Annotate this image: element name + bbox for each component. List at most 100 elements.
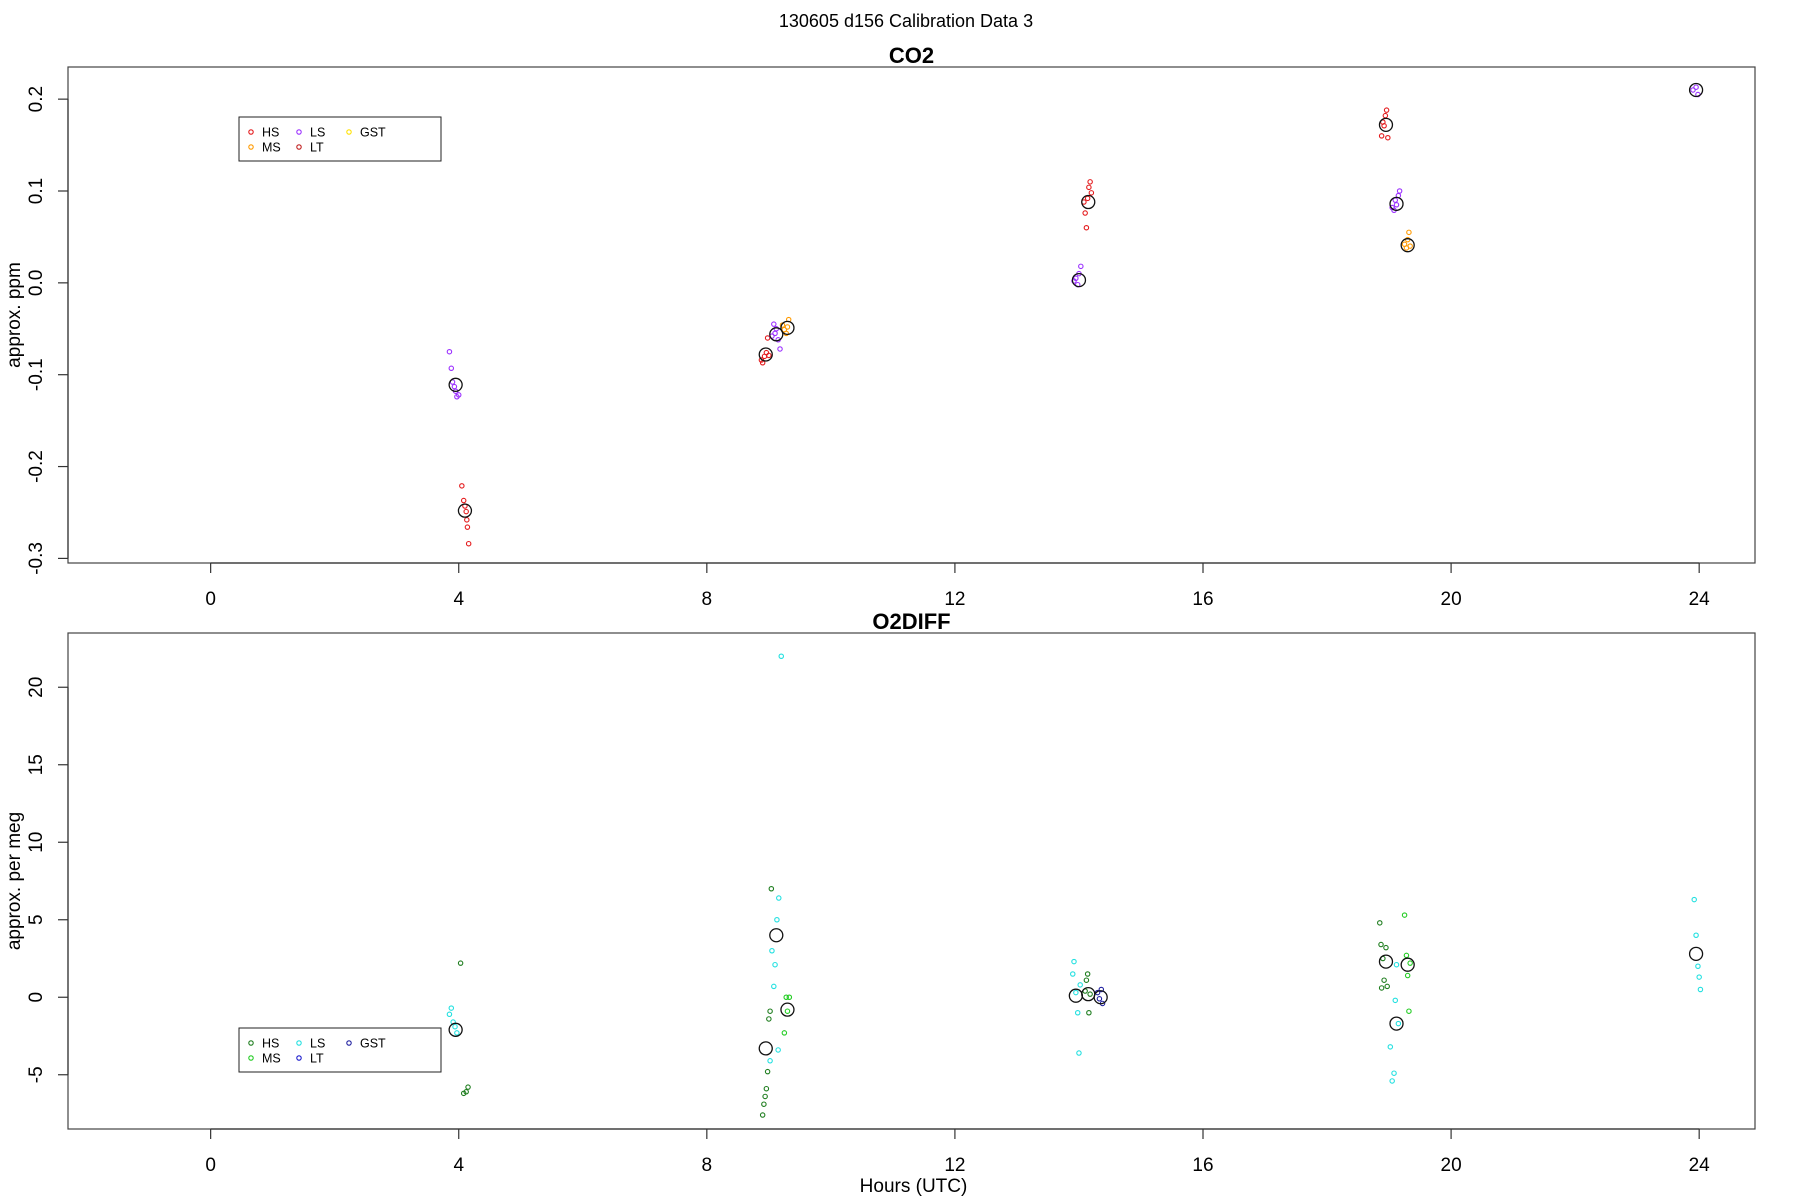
co2-x-tick-label: 16 <box>1192 589 1213 610</box>
co2-ms-point <box>1407 243 1413 249</box>
co2-y-tick-label: 0.2 <box>26 86 47 112</box>
o2diff-mean-marker <box>1093 990 1108 1005</box>
o2diff-legend-marker-gst <box>346 1040 352 1046</box>
co2-y-tick-label: -0.1 <box>26 358 47 391</box>
co2-ls-point <box>1393 202 1400 208</box>
co2-ls-point <box>1396 188 1403 194</box>
o2diff-legend-label-gst: GST <box>360 1037 386 1051</box>
co2-mean-marker <box>1081 194 1096 210</box>
o2diff-ls-point <box>774 916 780 923</box>
o2diff-hs-point <box>1384 983 1390 990</box>
o2diff-legend-label-hs: HS <box>262 1037 279 1051</box>
co2-panel: CO2 0 4 8 12 16 20 24 -0.3 -0.2 -0.1 0.0 0.1 0.2 appro… <box>4 43 1756 610</box>
o2diff-y-tick-label: 5 <box>26 914 47 925</box>
o2diff-legend-label-ms: MS <box>262 1052 281 1066</box>
o2diff-ls-point <box>1695 963 1701 969</box>
o2diff-gst-point <box>1098 986 1105 993</box>
co2-x-tick-label: 4 <box>453 589 464 610</box>
o2diff-ms-point <box>1401 912 1408 918</box>
o2diff-ls-point <box>1077 982 1083 988</box>
o2diff-y-axis-title: approx. per meg <box>4 812 25 950</box>
co2-ls-point <box>446 348 453 355</box>
co2-hs-point <box>459 483 465 489</box>
o2diff-mean-marker <box>1378 954 1394 969</box>
figure-title: 130605 d156 Calibration Data 3 <box>779 11 1033 31</box>
o2diff-ls-point <box>1395 1020 1402 1027</box>
o2diff-hs-point <box>761 1101 767 1107</box>
o2diff-hs-point <box>768 885 775 892</box>
co2-legend-marker-ms <box>248 144 254 150</box>
o2diff-ls-point <box>775 1047 781 1053</box>
o2diff-hs-point <box>766 1016 772 1022</box>
o2diff-x-tick-label: 12 <box>944 1155 965 1176</box>
co2-legend-box <box>238 116 442 162</box>
co2-x-tick-label: 12 <box>944 589 965 610</box>
co2-y-tick-label: 0.1 <box>26 178 47 204</box>
co2-mean-marker <box>1688 82 1704 98</box>
o2diff-ls-point <box>771 983 777 990</box>
co2-ls-point <box>448 365 455 372</box>
co2-legend-label-ms: MS <box>262 141 281 155</box>
o2diff-y-tick-label: 10 <box>26 832 47 853</box>
o2diff-x-tick-label: 24 <box>1689 1155 1711 1176</box>
co2-ls-point <box>777 346 783 352</box>
o2diff-ls-point <box>1391 1070 1397 1076</box>
co2-ls-point <box>1693 84 1699 90</box>
o2diff-x-tick-label: 16 <box>1192 1155 1213 1176</box>
co2-hs-point <box>1083 224 1090 231</box>
o2diff-legend-marker-lt <box>296 1055 302 1061</box>
o2diff-legend-marker-ls <box>296 1040 302 1046</box>
co2-hs-point <box>1383 107 1390 113</box>
o2diff-ms-point <box>781 1030 788 1036</box>
o2diff-ls-point <box>452 1023 458 1030</box>
co2-y-axis-title: approx. ppm <box>4 262 25 368</box>
o2diff-x-tick-label: 20 <box>1441 1155 1462 1176</box>
o2diff-title: O2DIFF <box>872 609 950 634</box>
o2diff-ls-point <box>778 653 785 659</box>
co2-hs-point <box>1086 184 1092 191</box>
o2diff-mean-marker <box>1068 988 1084 1003</box>
co2-ls-point <box>451 383 458 390</box>
o2diff-ls-point <box>1076 1050 1082 1056</box>
o2diff-ls-point <box>1074 1009 1081 1016</box>
o2diff-hs-point <box>465 1084 471 1090</box>
o2diff-ls-point <box>772 961 778 968</box>
co2-y-tick-label: -0.3 <box>26 542 47 575</box>
o2diff-ls-point <box>1389 1078 1395 1084</box>
o2diff-legend-box <box>238 1027 442 1073</box>
o2diff-hs-point <box>1083 977 1090 983</box>
co2-hs-point <box>1084 195 1091 202</box>
o2diff-x-tick-label: 8 <box>702 1155 713 1176</box>
co2-hs-point <box>766 352 772 359</box>
co2-mean-marker <box>457 503 473 518</box>
co2-mean-marker <box>1071 272 1087 288</box>
co2-ls-point <box>1078 263 1084 270</box>
co2-mean-marker <box>780 320 795 336</box>
co2-hs-point <box>460 497 467 504</box>
o2diff-ms-point <box>784 1008 791 1014</box>
o2diff-y-tick-label: 15 <box>26 754 47 775</box>
co2-ls-point <box>455 392 462 398</box>
o2diff-ls-point <box>769 947 775 954</box>
o2diff-gst-point <box>1096 996 1103 1002</box>
co2-x-tick-label: 20 <box>1441 589 1462 610</box>
o2diff-mean-marker <box>448 1022 463 1037</box>
co2-hs-point <box>464 524 471 530</box>
o2diff-ms-point <box>1404 972 1411 979</box>
o2diff-mean-marker <box>1389 1016 1404 1031</box>
co2-legend-label-ls: LS <box>310 126 325 140</box>
o2diff-mean-marker <box>769 928 784 943</box>
co2-hs-point <box>764 335 771 341</box>
co2-hs-point <box>1378 133 1385 139</box>
o2diff-ls-point <box>1693 932 1699 938</box>
co2-mean-marker <box>448 377 463 392</box>
o2diff-hs-point <box>457 960 464 966</box>
o2diff-hs-point <box>1086 1009 1092 1016</box>
co2-ls-point <box>772 330 778 337</box>
o2diff-means <box>448 928 1704 1056</box>
co2-mean-marker <box>758 347 773 362</box>
co2-hs-point <box>1385 134 1391 141</box>
